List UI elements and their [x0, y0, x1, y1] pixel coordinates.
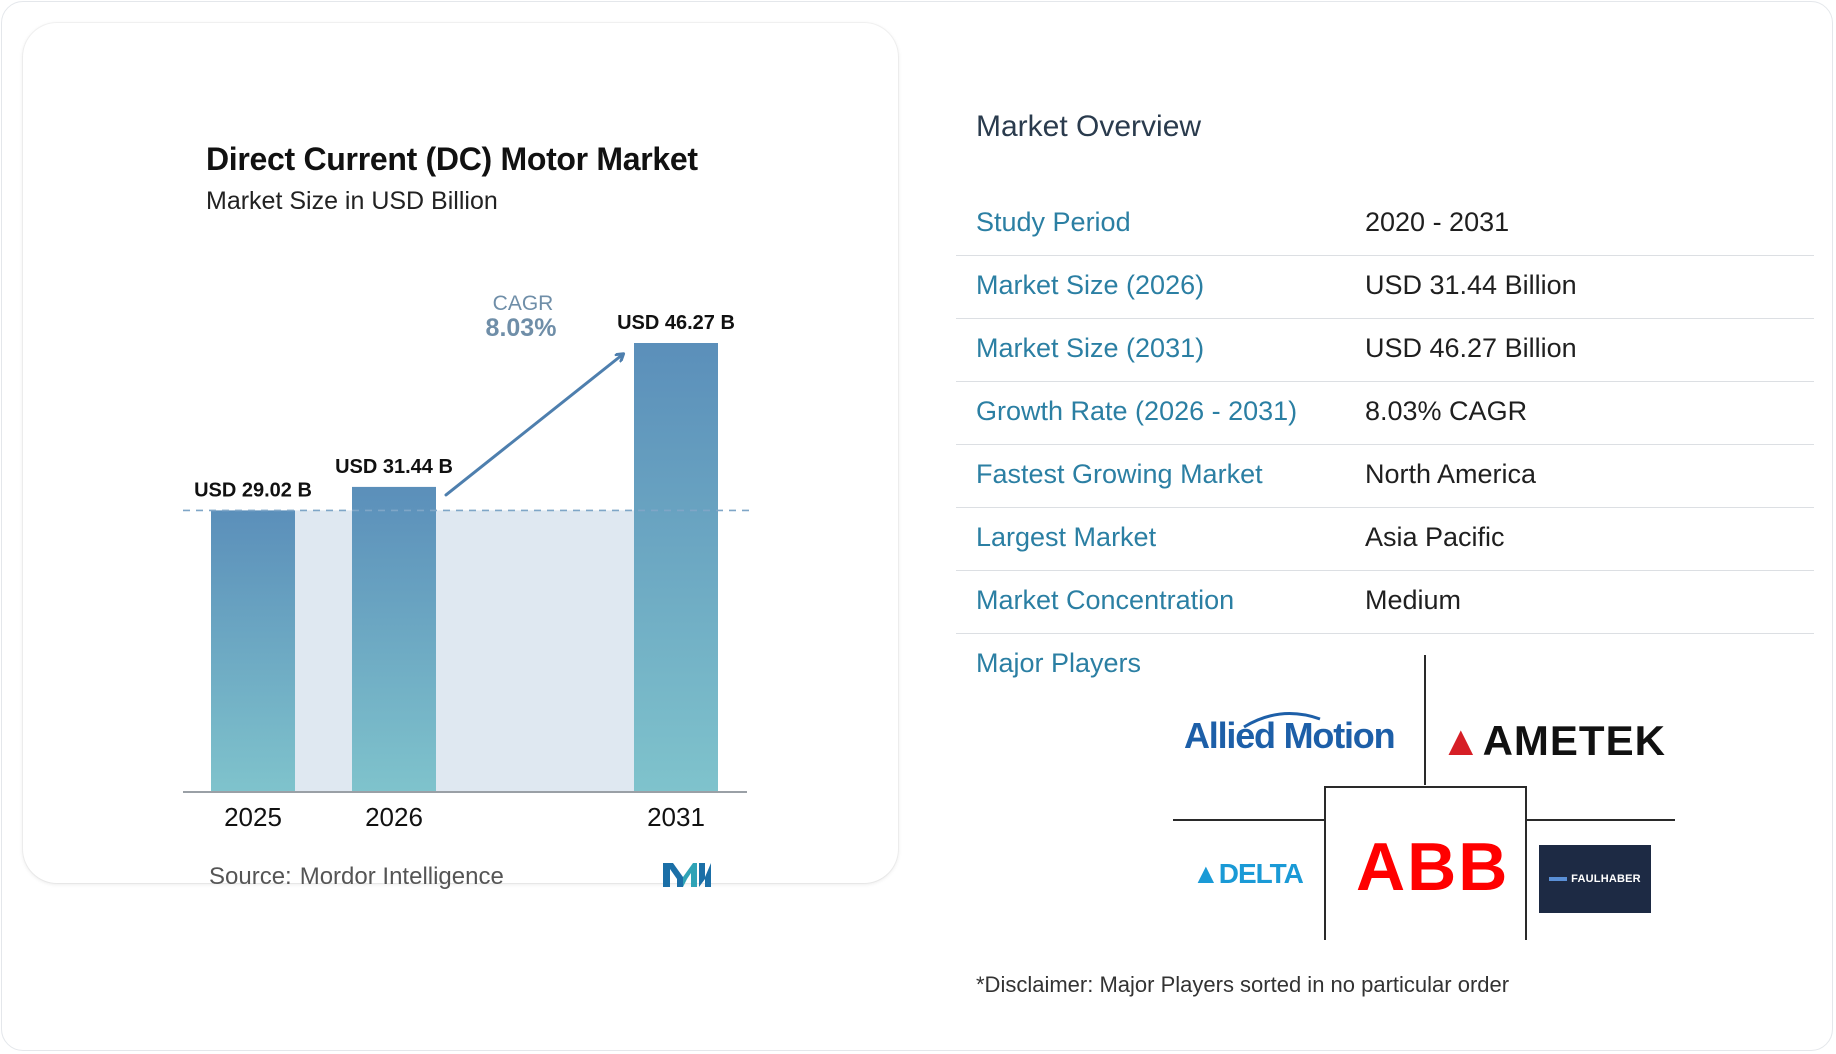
overview-row-market-size-2031: Market Size (2031) USD 46.27 Billion — [956, 319, 1814, 382]
disclaimer: *Disclaimer: Major Players sorted in no … — [976, 972, 1510, 997]
x-tick-label-2026: 2026 — [365, 802, 423, 832]
major-players-title: Major Players — [976, 648, 1142, 678]
grid-divider — [1324, 786, 1326, 940]
row-value: North America — [1365, 459, 1537, 489]
bar-2025 — [211, 510, 295, 792]
ametek-red-mark: ▲ — [1440, 717, 1483, 764]
chart-subtitle: Market Size in USD Billion — [206, 187, 498, 215]
grid-divider — [1173, 819, 1325, 821]
allied-swoosh-icon — [1243, 712, 1321, 729]
bar-chart: USD 29.02 B USD 31.44 B USD 46.27 B 2025 20… — [183, 292, 750, 832]
row-label: Fastest Growing Market — [976, 459, 1263, 489]
delta-logo: ▲DELTA — [1192, 858, 1304, 890]
overview-row-largest-market: Largest Market Asia Pacific — [956, 508, 1814, 571]
allied-motion-wordmark: Allied Motion — [1184, 715, 1396, 756]
overview-table: Study Period 2020 - 2031 Market Size (20… — [956, 193, 1814, 634]
grid-divider — [1525, 819, 1675, 821]
overview-row-study-period: Study Period 2020 - 2031 — [956, 193, 1814, 256]
faulhaber-wordmark: FAULHABER — [1571, 873, 1641, 885]
overview-row-fastest-growing: Fastest Growing Market North America — [956, 445, 1814, 508]
row-value: 2020 - 2031 — [1365, 207, 1510, 237]
x-tick-label-2031: 2031 — [647, 802, 705, 832]
value-label-2026: USD 31.44 B — [335, 456, 453, 478]
faulhaber-bar-icon — [1549, 877, 1568, 881]
overview-row-growth-rate: Growth Rate (2026 - 2031) 8.03% CAGR — [956, 382, 1814, 445]
cagr-label: CAGR — [493, 292, 554, 315]
chart-card: USD 29.02 B USD 31.44 B USD 46.27 B 2025 20… — [23, 23, 898, 890]
row-label: Largest Market — [976, 522, 1157, 552]
cagr-arrow — [444, 355, 622, 497]
grid-divider — [1324, 786, 1527, 788]
row-value: USD 46.27 Billion — [1365, 333, 1577, 363]
mordor-logo-icon — [663, 863, 711, 887]
grid-divider — [1525, 786, 1527, 940]
row-label: Market Size (2031) — [976, 333, 1205, 363]
source-label: Source: — [209, 863, 292, 890]
bar-2031 — [634, 343, 718, 792]
overview-title: Market Overview — [976, 110, 1202, 143]
value-label-2031: USD 46.27 B — [617, 312, 735, 334]
allied-motion-logo: Allied Motion — [1184, 712, 1414, 775]
row-label: Growth Rate (2026 - 2031) — [976, 396, 1298, 426]
row-label: Market Concentration — [976, 585, 1235, 615]
row-value: 8.03% CAGR — [1365, 396, 1528, 426]
ametek-logo: ▲AMETEK — [1440, 717, 1666, 765]
delta-triangle-icon: ▲ — [1192, 858, 1220, 889]
row-label: Study Period — [976, 207, 1131, 237]
grid-divider — [1424, 655, 1426, 785]
row-value: Medium — [1365, 585, 1462, 615]
value-label-2025: USD 29.02 B — [194, 479, 312, 501]
row-label: Market Size (2026) — [976, 270, 1205, 300]
ametek-wordmark: AMETEK — [1482, 717, 1666, 764]
bar-2026 — [352, 486, 436, 792]
source-line: Source: Mordor Intelligence — [209, 863, 504, 891]
source-name: Mordor Intelligence — [299, 863, 504, 890]
faulhaber-logo: FAULHABER — [1539, 845, 1651, 913]
x-tick-label-2025: 2025 — [224, 802, 282, 832]
cagr-value: 8.03% — [486, 314, 557, 342]
delta-wordmark: DELTA — [1218, 858, 1304, 889]
row-value: Asia Pacific — [1365, 522, 1505, 552]
overview-row-concentration: Market Concentration Medium — [956, 571, 1814, 634]
abb-logo: ABB — [1356, 829, 1510, 905]
row-value: USD 31.44 Billion — [1365, 270, 1577, 300]
overview-row-market-size-2026: Market Size (2026) USD 31.44 Billion — [956, 256, 1814, 319]
shaded-band — [295, 510, 634, 792]
chart-title: Direct Current (DC) Motor Market — [206, 141, 698, 177]
major-players-grid: Allied Motion ▲AMETEK ▲DELTA ABB FAULHAB… — [1170, 655, 1690, 940]
